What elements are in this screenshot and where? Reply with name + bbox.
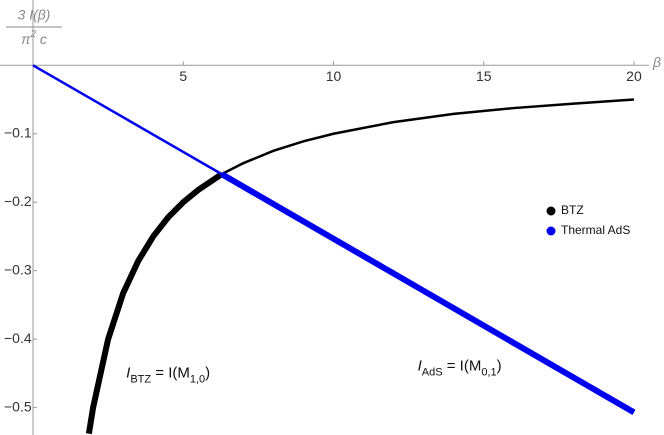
y-label-part: 2 xyxy=(29,29,36,40)
x-axis-label: β xyxy=(652,54,661,70)
annotation-part: ) xyxy=(497,358,502,375)
legend-label: Thermal AdS xyxy=(561,223,630,237)
y-tick-label: −0.4 xyxy=(4,330,32,346)
y-tick-label: −0.2 xyxy=(4,193,32,209)
x-tick-label: 20 xyxy=(626,68,642,84)
legend-marker xyxy=(546,226,556,236)
annotation-part: = I(M xyxy=(151,364,190,381)
x-tick-label: 5 xyxy=(179,68,187,84)
legend-label: BTZ xyxy=(561,203,584,217)
annotation-part: ) xyxy=(205,364,210,381)
legend-marker xyxy=(546,206,556,216)
annotation: IAdS = I(M0,1) xyxy=(418,358,502,379)
y-label-numerator: 3 I(β) xyxy=(18,7,51,23)
annotation-part: I xyxy=(126,364,130,381)
y-label-part: c xyxy=(36,31,47,47)
annotation: IBTZ = I(M1,0) xyxy=(126,364,210,385)
annotation-part: I xyxy=(418,358,422,375)
annotation-part: 1,0 xyxy=(190,373,205,385)
series-line xyxy=(85,171,224,435)
annotation-part: 0,1 xyxy=(481,366,496,378)
y-tick-label: −0.1 xyxy=(4,124,32,140)
annotation-part: = I(M xyxy=(443,358,482,375)
y-tick-label: −0.3 xyxy=(4,261,32,277)
series-line xyxy=(32,64,223,176)
annotation-part: BTZ xyxy=(130,373,151,385)
series-line xyxy=(220,171,636,416)
y-tick-label: −0.5 xyxy=(4,398,32,414)
series-line xyxy=(221,98,635,176)
y-label-denominator: π2 c xyxy=(21,29,47,47)
x-tick-label: 10 xyxy=(326,68,342,84)
annotation-part: AdS xyxy=(422,366,443,378)
y-label-part: π xyxy=(21,31,31,47)
x-tick-label: 15 xyxy=(476,68,492,84)
